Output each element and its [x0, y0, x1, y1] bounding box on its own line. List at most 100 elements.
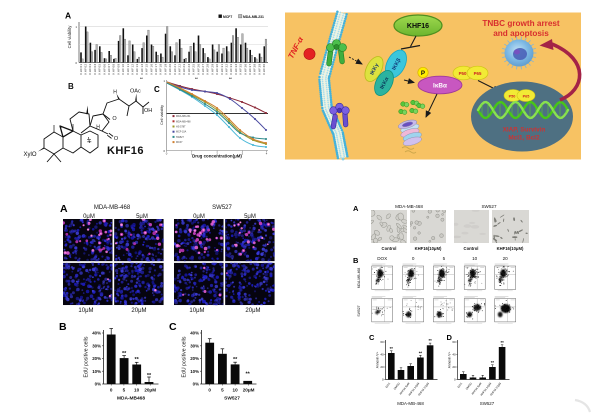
svg-text:10%: 10% [92, 369, 101, 374]
svg-text:KHF35: KHF35 [239, 64, 243, 75]
svg-text:10: 10 [233, 388, 239, 393]
svg-text:H: H [113, 90, 117, 96]
svg-text:DOX: DOX [377, 256, 387, 261]
svg-text:10: 10 [134, 388, 140, 393]
svg-text:D: D [447, 333, 453, 342]
svg-text:KHF04: KHF04 [93, 64, 97, 75]
svg-text:0: 0 [412, 256, 415, 261]
svg-text:40: 40 [452, 353, 456, 357]
svg-text:Cell viability: Cell viability [67, 25, 72, 49]
svg-text:A: A [353, 204, 359, 213]
svg-text:**: ** [500, 340, 504, 345]
svg-text:EdU positive cells: EdU positive cells [182, 336, 188, 377]
svg-text:MDA-MB-468: MDA-MB-468 [397, 401, 424, 406]
svg-text:KHF08: KHF08 [112, 64, 116, 75]
svg-text:**: ** [233, 357, 238, 363]
svg-text:KHF02: KHF02 [84, 64, 88, 75]
svg-text:0: 0 [75, 61, 77, 65]
svg-text:40%: 40% [92, 331, 101, 336]
svg-text:DOX: DOX [384, 381, 391, 388]
svg-text:Control: Control [382, 246, 397, 251]
svg-text:20μM: 20μM [131, 308, 146, 314]
svg-text:KHF01: KHF01 [79, 64, 83, 75]
svg-text:**: ** [229, 77, 232, 81]
svg-text:KHF16: KHF16 [149, 64, 153, 75]
svg-text:B: B [68, 82, 74, 91]
svg-text:SW527: SW527 [212, 205, 232, 211]
svg-text:SW527: SW527 [357, 305, 361, 316]
svg-text:0%: 0% [193, 382, 199, 387]
svg-text:MDA-MB468: MDA-MB468 [117, 396, 145, 402]
svg-text:0μM: 0μM [193, 214, 205, 220]
svg-text:C: C [369, 333, 375, 342]
svg-text:KHF17: KHF17 [154, 64, 158, 75]
svg-text:**: ** [140, 77, 143, 81]
svg-text:Drug concentration(μM): Drug concentration(μM) [192, 154, 242, 159]
svg-text:Control: Control [464, 246, 479, 251]
svg-text:20μM: 20μM [245, 308, 260, 314]
svg-text:40: 40 [380, 353, 384, 357]
svg-text:DMSO: DMSO [393, 382, 401, 391]
svg-text:20μM: 20μM [243, 388, 255, 393]
svg-text:10: 10 [472, 256, 478, 261]
svg-text:KHF11: KHF11 [126, 64, 130, 75]
svg-text:KHF18: KHF18 [159, 64, 163, 75]
svg-text:KHF15: KHF15 [145, 64, 149, 75]
svg-text:5: 5 [221, 388, 224, 393]
svg-text:P65: P65 [474, 71, 482, 76]
svg-text:5μM: 5μM [244, 214, 256, 220]
svg-text:5: 5 [443, 256, 446, 261]
svg-text:20%: 20% [190, 356, 199, 361]
svg-text:30%: 30% [190, 343, 199, 348]
svg-text:C: C [154, 85, 160, 94]
svg-text:5μM: 5μM [136, 214, 148, 220]
svg-text:A: A [65, 11, 71, 21]
svg-text:IKKγ: IKKγ [369, 63, 380, 77]
svg-text:10μM: 10μM [78, 308, 93, 314]
svg-text:C: C [169, 321, 177, 333]
svg-text:KHF30: KHF30 [215, 64, 219, 75]
svg-text:0: 0 [454, 378, 456, 382]
svg-text:DMSO: DMSO [465, 382, 473, 391]
svg-text:KHF16(10μM): KHF16(10μM) [497, 246, 524, 251]
svg-text:0: 0 [163, 149, 165, 153]
svg-text:0: 0 [382, 378, 384, 382]
svg-text:KHF34: KHF34 [234, 64, 238, 75]
svg-text:MDA-MB-468: MDA-MB-468 [94, 205, 131, 211]
svg-text:KHF40: KHF40 [262, 64, 266, 75]
svg-text:P50: P50 [509, 94, 516, 98]
svg-text:**: ** [428, 338, 432, 343]
svg-text:**: ** [419, 350, 423, 355]
svg-text:B: B [353, 256, 359, 265]
svg-text:KHF29: KHF29 [210, 64, 214, 75]
svg-text:SW527: SW527 [481, 204, 497, 209]
svg-text:1: 1 [191, 152, 193, 156]
svg-text:KHF16: KHF16 [107, 145, 144, 157]
svg-text:P50: P50 [459, 71, 467, 76]
svg-text:Annexin V+: Annexin V+ [376, 352, 380, 369]
svg-text:**: ** [147, 373, 152, 379]
svg-text:0μM: 0μM [83, 214, 95, 220]
svg-text:30%: 30% [92, 343, 101, 348]
svg-text:KHF31: KHF31 [220, 64, 224, 75]
svg-text:KHF22: KHF22 [178, 64, 182, 75]
svg-text:60: 60 [452, 340, 456, 344]
svg-text:1: 1 [75, 25, 77, 29]
svg-text:KHF25: KHF25 [192, 64, 196, 75]
svg-text:KHF24: KHF24 [187, 64, 191, 75]
svg-text:KHF20: KHF20 [168, 64, 172, 75]
svg-text:KHF36: KHF36 [243, 64, 247, 75]
svg-text:20: 20 [380, 365, 384, 369]
svg-text:P: P [421, 70, 425, 77]
svg-text:KHF27: KHF27 [201, 64, 205, 75]
svg-text:MDA-MB-231: MDA-MB-231 [176, 115, 191, 118]
svg-text:0: 0 [166, 152, 168, 156]
svg-text:KHF13: KHF13 [135, 64, 139, 75]
svg-text:and apoptosis: and apoptosis [493, 29, 549, 38]
svg-text:MDA-MB-468: MDA-MB-468 [176, 120, 191, 123]
svg-text:MDA-MB-468: MDA-MB-468 [357, 268, 361, 289]
svg-text:3: 3 [242, 152, 244, 156]
svg-text:5: 5 [123, 388, 126, 393]
svg-text:**: ** [245, 372, 250, 378]
svg-text:KHF10: KHF10 [121, 63, 125, 74]
